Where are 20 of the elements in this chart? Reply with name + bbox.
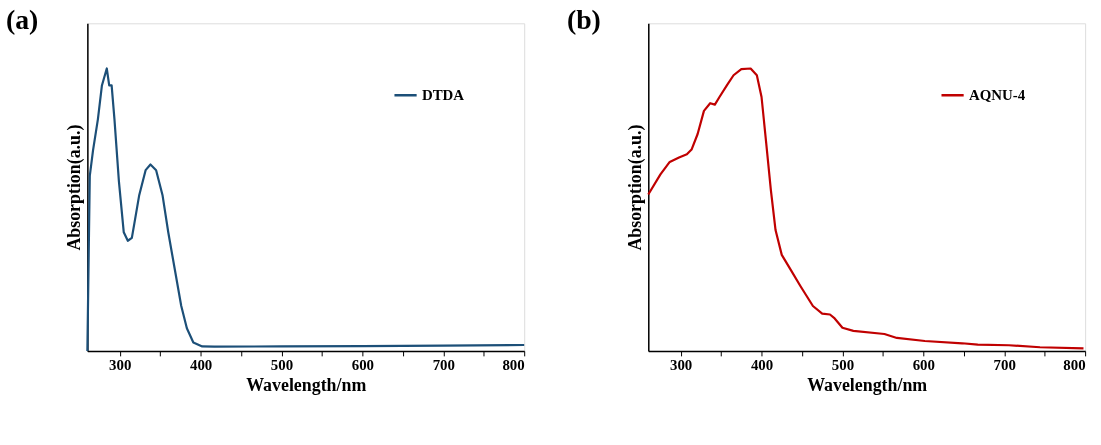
x-tick-label: 700 (993, 357, 1016, 374)
x-tick-label: 700 (432, 357, 455, 374)
x-tick-label: 400 (189, 357, 213, 374)
x-tick-label: 500 (831, 357, 855, 374)
legend-label: DTDA (421, 87, 465, 104)
x-tick-label: 800 (502, 357, 525, 374)
x-tick-label: 500 (270, 357, 294, 374)
chart-title: (a) (5, 4, 39, 36)
chart-title: (b) (566, 4, 601, 36)
x-tick-label: 800 (1063, 357, 1086, 374)
x-tick-label: 600 (912, 357, 935, 374)
x-tick-label: 300 (669, 357, 693, 374)
y-axis-title: Absorption(a.u.) (63, 124, 85, 251)
x-axis-title: Wavelength/nm (807, 375, 928, 396)
x-tick-label: 300 (109, 357, 132, 374)
x-axis-title: Wavelength/nm (246, 375, 367, 396)
x-tick-label: 400 (750, 357, 774, 374)
y-axis-title: Absorption(a.u.) (624, 124, 646, 251)
x-tick-label: 600 (351, 357, 375, 374)
legend-label: AQNU-4 (968, 87, 1026, 104)
